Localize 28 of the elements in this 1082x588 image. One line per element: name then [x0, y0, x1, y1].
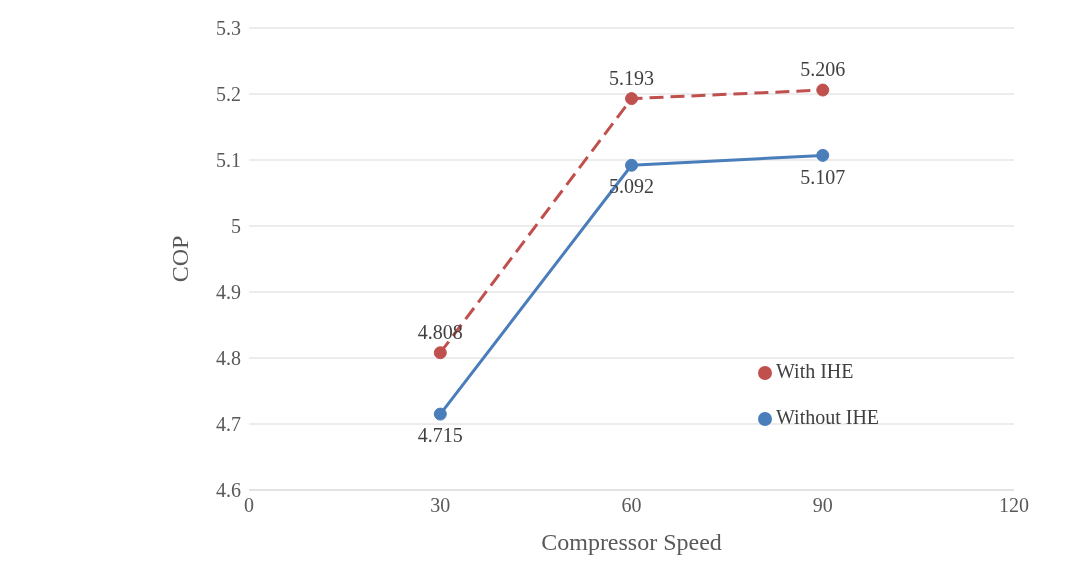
x-tick-label: 90: [812, 494, 833, 517]
data-label: 5.107: [800, 165, 846, 188]
y-tick-label: 5.1: [216, 149, 242, 172]
data-label: 5.206: [800, 58, 846, 81]
legend-label: Without IHE: [776, 406, 880, 428]
y-axis-title: COP: [166, 235, 193, 283]
point: [625, 92, 639, 106]
point: [433, 407, 447, 421]
data-label: 4.808: [417, 320, 463, 343]
y-tick-label: 4.7: [216, 413, 242, 436]
y-tick-label: 4.9: [216, 281, 242, 304]
data-label: 5.193: [609, 66, 655, 89]
x-tick-label: 120: [999, 494, 1029, 517]
data-label: 4.715: [417, 424, 463, 447]
x-axis-title: Compressor Speed: [541, 529, 722, 555]
y-tick-label: 4.6: [216, 479, 242, 502]
y-tick-label: 4.8: [216, 347, 242, 370]
point: [625, 158, 639, 172]
point: [433, 346, 447, 360]
x-tick-label: 60: [621, 494, 642, 517]
y-tick-label: 5: [231, 215, 242, 238]
legend-label: With IHE: [776, 360, 854, 382]
x-tick-label: 30: [430, 494, 451, 517]
y-tick-label: 5.3: [216, 17, 242, 40]
x-tick-label: 0: [244, 494, 255, 517]
y-tick-label: 5.2: [216, 83, 242, 106]
point: [816, 83, 830, 97]
point: [816, 148, 830, 162]
